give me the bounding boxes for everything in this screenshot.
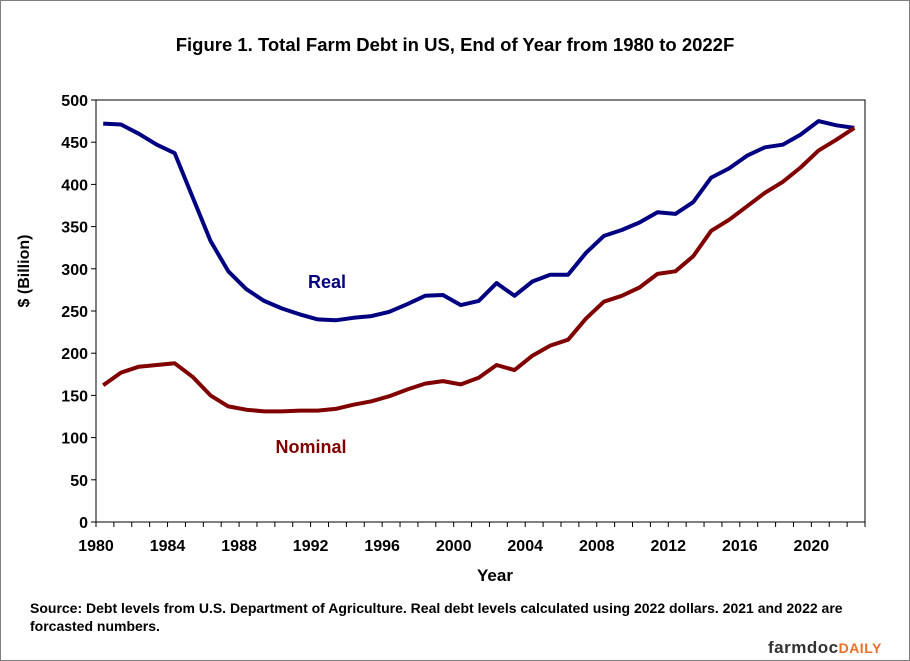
axes	[95, 99, 866, 523]
x-tick-label: 1988	[221, 538, 257, 555]
x-tick-label: 2008	[579, 538, 615, 555]
x-tick-label: 1984	[150, 538, 186, 555]
nominal-series-line	[102, 126, 856, 414]
y-tick-label: 200	[61, 346, 88, 363]
series-lines	[102, 119, 856, 414]
x-tick-label: 1992	[293, 538, 329, 555]
source-note: Source: Debt levels from U.S. Department…	[30, 600, 843, 634]
chart-title: Figure 1. Total Farm Debt in US, End of …	[175, 34, 735, 55]
y-tick-label: 50	[70, 473, 88, 490]
logo-main-text: farmdoc	[768, 638, 839, 657]
y-tick-label: 150	[61, 388, 88, 405]
y-tick-label: 350	[61, 220, 88, 237]
real-series-line	[103, 119, 855, 323]
y-tick-label: 300	[61, 262, 88, 279]
x-axis-label: Year	[477, 566, 513, 585]
y-axis-label: $ (Billion)	[16, 235, 33, 308]
y-tick-label: 0	[79, 515, 88, 532]
logo-suffix-text: DAILY	[838, 640, 882, 656]
y-tick-label: 400	[61, 177, 88, 194]
farmdoc-daily-logo: farmdocDAILY	[768, 638, 882, 658]
y-tick-label: 250	[61, 304, 88, 321]
y-tick-label: 450	[61, 135, 88, 152]
x-tick-label: 1996	[364, 538, 400, 555]
y-axis-ticks: 0 50 100 150 200 250 300 350 400 450 500	[61, 93, 96, 532]
x-axis-ticks: 1980 1984 1988 1992 1996 2000 2004 2008 2012 2016…	[78, 522, 866, 555]
y-tick-label: 500	[61, 93, 88, 110]
x-tick-label: 2004	[507, 538, 543, 555]
x-tick-label: 2012	[650, 538, 686, 555]
y-tick-label: 100	[61, 431, 88, 448]
real-series-label: Real	[308, 272, 346, 292]
x-tick-label: 2020	[794, 538, 830, 555]
x-tick-label: 2016	[722, 538, 758, 555]
x-tick-label: 2000	[436, 538, 472, 555]
x-tick-label: 1980	[78, 538, 114, 555]
nominal-series-label: Nominal	[275, 437, 346, 457]
plot-area-border	[95, 99, 866, 523]
